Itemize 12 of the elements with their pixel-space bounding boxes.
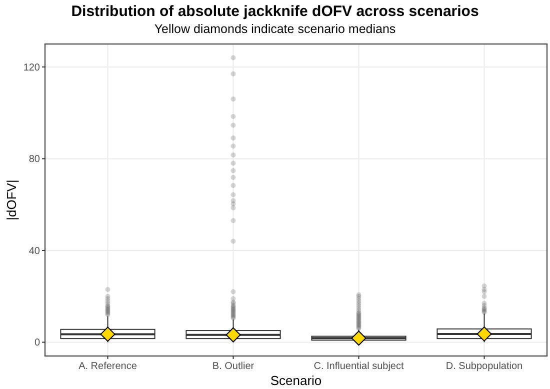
y-tick-label: 40	[28, 246, 40, 257]
y-tick-label: 80	[28, 154, 40, 166]
chart-title: Distribution of absolute jackknife dOFV across scenarios	[71, 3, 479, 20]
y-axis-title: |dOFV|	[4, 180, 19, 220]
x-tick-label: C. Influential subject	[314, 361, 404, 372]
chart-subtitle: Yellow diamonds indicate scenario medians	[154, 22, 396, 36]
y-tick-label: 120	[23, 62, 40, 74]
x-tick-label: D. Subpopulation	[446, 361, 523, 372]
x-axis-title: Scenario	[270, 373, 322, 388]
x-tick-label: A. Reference	[78, 361, 138, 372]
y-tick-label: 0	[34, 338, 40, 349]
x-tick-label: B. Outlier	[212, 361, 255, 372]
